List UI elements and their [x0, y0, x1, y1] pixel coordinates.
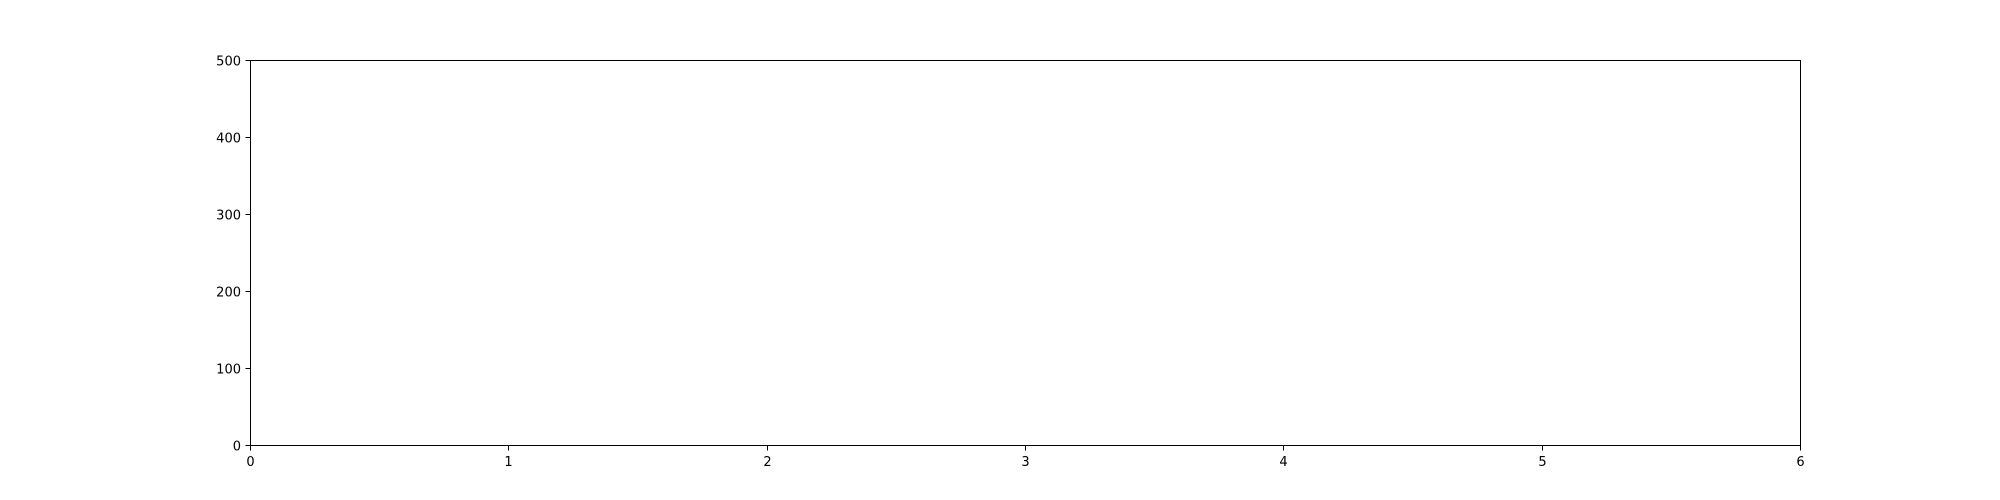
y-axis: 0 100 200 300 400 500: [216, 55, 251, 455]
x-tick-label: 2: [763, 455, 771, 470]
y-tick-label: 500: [216, 55, 241, 70]
y-tick-label: 100: [216, 363, 241, 378]
x-tick-label: 1: [504, 455, 512, 470]
y-tick-label: 300: [216, 209, 241, 224]
x-tick-label: 0: [246, 455, 254, 470]
y-tick-label: 0: [233, 440, 241, 455]
x-axis: 0 1 2 3 4 5 6: [246, 445, 1805, 470]
x-tick-label: 3: [1021, 455, 1029, 470]
y-tick-label: 400: [216, 132, 241, 147]
plot-area: [250, 60, 1800, 445]
x-tick-label: 6: [1796, 455, 1804, 470]
x-tick-label: 5: [1538, 455, 1546, 470]
axes-frame: [250, 60, 1801, 446]
axes-background: [250, 60, 1800, 445]
x-tick-label: 4: [1279, 455, 1287, 470]
y-tick-label: 200: [216, 286, 241, 301]
